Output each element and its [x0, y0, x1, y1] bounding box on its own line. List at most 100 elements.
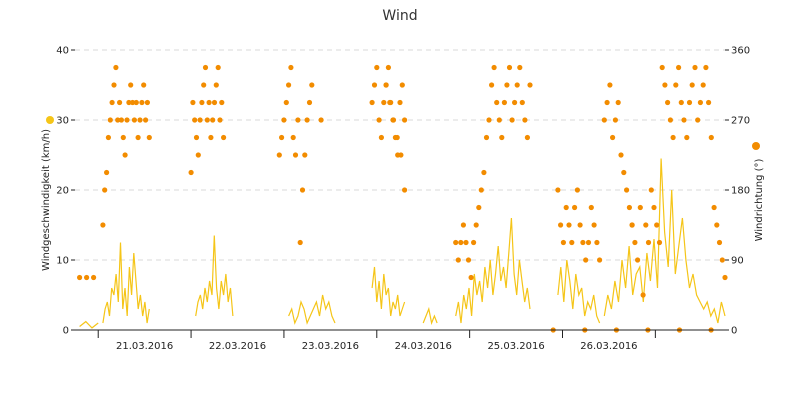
wind-direction-point — [555, 187, 561, 193]
wind-direction-point — [455, 257, 461, 263]
left-tick-label: 20 — [56, 186, 69, 197]
wind-direction-point — [299, 187, 306, 193]
wind-speed-line — [603, 158, 726, 324]
wind-direction-point — [394, 134, 400, 141]
x-tick-label: 25.03.2016 — [487, 341, 544, 352]
wind-direction-point — [604, 99, 610, 106]
x-tick-label: 23.03.2016 — [302, 341, 359, 352]
wind-direction-point — [560, 239, 567, 246]
wind-direction-point — [588, 204, 594, 211]
wind-direction-point — [104, 169, 110, 176]
wind-direction-point — [504, 82, 510, 88]
wind-direction-point — [670, 134, 676, 141]
x-tick-label: 22.03.2016 — [209, 341, 266, 352]
wind-direction-point — [714, 222, 720, 228]
wind-direction-point — [572, 204, 578, 211]
wind-direction-point — [708, 134, 714, 141]
wind-speed-line — [102, 242, 150, 324]
x-tick-label: 21.03.2016 — [116, 341, 173, 352]
wind-direction-point — [292, 152, 299, 158]
wind-direction-point — [491, 64, 497, 71]
wind-direction-point — [113, 64, 119, 71]
wind-direction-point — [109, 99, 115, 106]
wind-direction-point — [105, 134, 111, 141]
wind-direction-point — [122, 152, 128, 158]
wind-direction-point — [304, 117, 310, 123]
wind-direction-point — [695, 117, 701, 123]
wind-direction-point — [651, 204, 657, 211]
wind-direction-point — [383, 82, 389, 88]
wind-direction-point — [563, 204, 569, 211]
wind-direction-point — [297, 239, 303, 246]
day-dividers — [97, 330, 656, 338]
wind-direction-point — [583, 257, 589, 263]
wind-direction-point — [188, 169, 194, 176]
wind-direction-point — [637, 204, 643, 211]
wind-direction-point — [77, 274, 83, 281]
wind-direction-point — [594, 239, 600, 246]
wind-direction-point — [124, 117, 130, 123]
wind-direction-point — [387, 99, 393, 106]
wind-direction-point — [371, 82, 378, 88]
wind-direction-point — [509, 117, 515, 123]
wind-direction-point — [390, 117, 397, 123]
wind-direction-point — [648, 187, 654, 193]
wind-direction-point — [607, 82, 613, 88]
wind-speed-line — [371, 266, 406, 317]
wind-direction-point — [100, 222, 106, 228]
wind-direction-point — [711, 204, 717, 211]
wind-direction-point — [676, 64, 682, 71]
wind-speed-line — [195, 235, 234, 317]
wind-direction-point — [662, 82, 668, 88]
wind-direction-point — [703, 64, 709, 71]
wind-direction-point — [146, 134, 152, 141]
right-tick-label: 90 — [731, 256, 744, 267]
wind-direction-point — [716, 239, 723, 246]
wind-direction-point — [128, 82, 134, 88]
wind-direction-point — [281, 117, 287, 123]
wind-direction-point — [645, 239, 652, 246]
wind-direction-point — [684, 134, 690, 141]
wind-direction-point — [574, 187, 581, 193]
wind-direction-point — [195, 152, 201, 158]
wind-direction-point — [621, 169, 627, 176]
wind-direction-point — [135, 134, 141, 141]
wind-direction-point — [566, 222, 572, 228]
wind-direction-point — [208, 134, 214, 141]
wind-direction-point — [612, 117, 619, 123]
wind-direction-point — [471, 239, 477, 246]
left-axis-title: Windgeschwindigkeit (km/h) — [41, 129, 52, 271]
wind-direction-point — [686, 99, 693, 106]
right-axis-title: Windrichtung (°) — [754, 159, 765, 242]
wind-direction-point — [465, 257, 472, 263]
wind-direction-point — [511, 99, 518, 106]
wind-direction-point — [558, 222, 564, 228]
wind-direction-point — [673, 82, 679, 88]
wind-direction-point — [141, 82, 147, 88]
wind-direction-point — [458, 239, 464, 246]
wind-direction-point — [84, 274, 90, 281]
wind-direction-point — [618, 152, 624, 158]
wind-direction-point — [640, 292, 646, 298]
wind-direction-point — [199, 99, 205, 106]
wind-direction-point — [302, 152, 308, 158]
x-tick-label: 24.03.2016 — [395, 341, 452, 352]
wind-speed-line — [288, 294, 336, 325]
wind-direction-point — [374, 64, 380, 71]
wind-direction-point — [494, 99, 500, 106]
wind-direction-point — [678, 99, 684, 106]
wind-direction-point — [120, 134, 126, 141]
wind-direction-point — [279, 134, 285, 141]
wind-direction-point — [585, 239, 592, 246]
wind-direction-point — [580, 239, 586, 246]
wind-speed-line — [422, 306, 438, 326]
wind-direction-point — [107, 117, 113, 123]
wind-direction-point — [629, 222, 635, 228]
wind-direction-point — [591, 222, 597, 228]
wind-direction-point — [478, 187, 484, 193]
wind-direction-point — [689, 82, 695, 88]
wind-direction-point — [144, 99, 150, 106]
wind-direction-point — [615, 99, 621, 106]
wind-direction-point — [219, 99, 225, 106]
